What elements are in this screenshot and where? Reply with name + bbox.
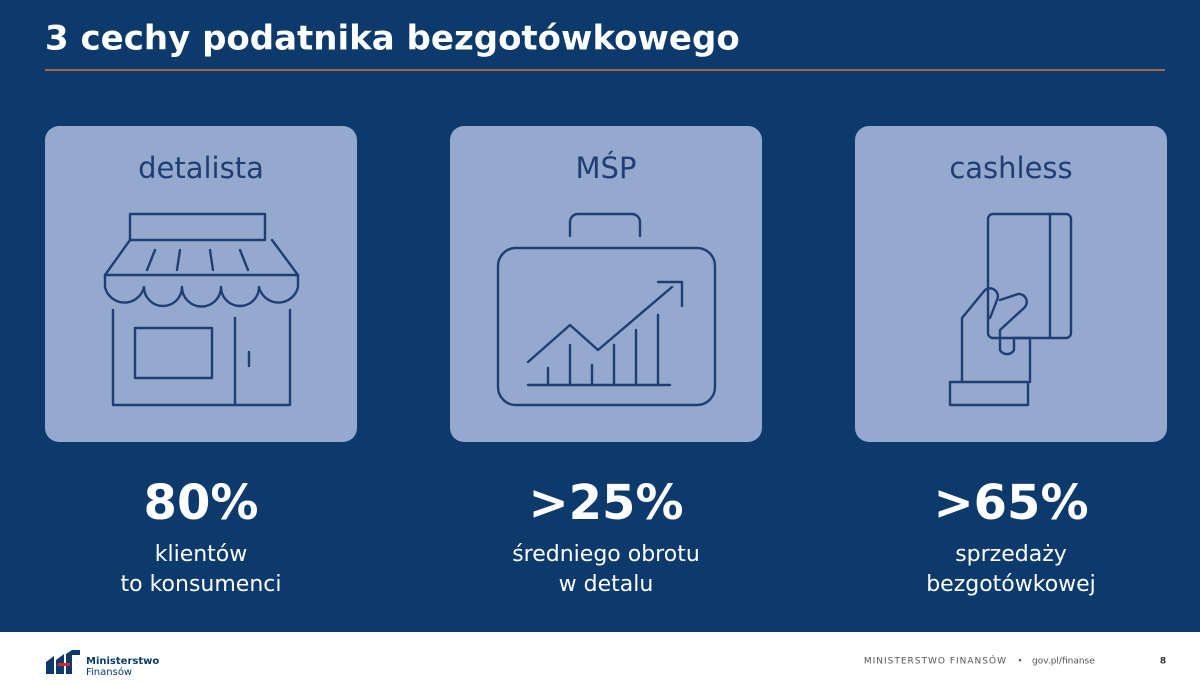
logo-accent: [58, 663, 70, 666]
card: cashless >65% sprzedaży bezgotówkowej: [855, 126, 1167, 597]
logo-text: Ministerstwo: [86, 656, 159, 667]
card: MŚP >25% średniego obrotu w detalu: [450, 126, 762, 597]
card-hand-icon: [948, 212, 1073, 407]
store-icon: [103, 212, 300, 407]
title: 3 cechy podatnika bezgotówkowego: [45, 19, 740, 59]
briefcase-icon: [496, 212, 717, 407]
footer: [0, 632, 1200, 684]
card-stat: >25%: [528, 475, 683, 531]
logo: Ministerstwo Finansów: [46, 650, 159, 678]
card-label: MŚP: [576, 151, 637, 185]
card-bg: [855, 126, 1167, 442]
logo-mark: [46, 650, 80, 674]
footer-org: MINISTERSTWO FINANSÓW: [864, 655, 1007, 667]
card-caption: w detalu: [559, 572, 654, 597]
card-caption: to konsumenci: [121, 572, 282, 597]
card-label: detalista: [138, 151, 264, 185]
card-bg: [45, 126, 357, 442]
card-label: cashless: [949, 151, 1072, 185]
footer-separator: •: [1017, 657, 1022, 667]
logo-text: Finansów: [86, 666, 132, 678]
card-caption: sprzedaży: [955, 542, 1067, 567]
card: detalista 80% klientów to konsumenci: [45, 126, 357, 597]
page-number: 8: [1160, 657, 1166, 667]
card-stat: 80%: [144, 475, 259, 531]
card-stat: >65%: [933, 475, 1088, 531]
card-caption: średniego obrotu: [512, 542, 700, 567]
footer-url: gov.pl/finanse: [1032, 657, 1095, 667]
card-caption: klientów: [155, 542, 248, 567]
card-caption: bezgotówkowej: [926, 572, 1096, 597]
